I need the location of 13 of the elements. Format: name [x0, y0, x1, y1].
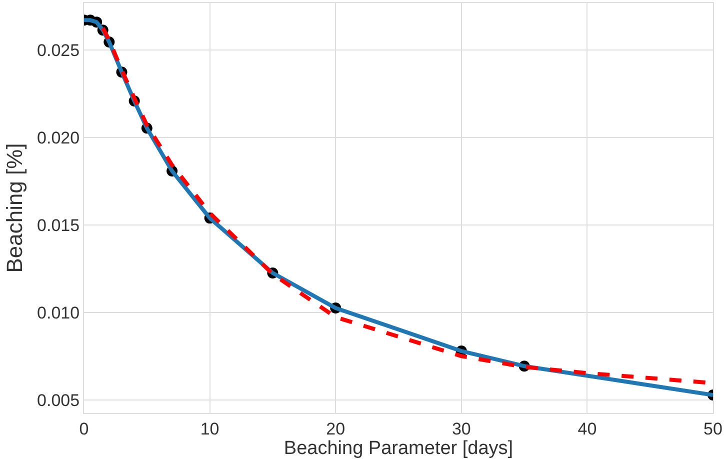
- x-tick-label: 30: [452, 419, 471, 438]
- x-tick-label: 20: [326, 419, 346, 438]
- x-tick-label: 40: [578, 419, 597, 438]
- y-tick-label: 0.005: [37, 391, 80, 410]
- y-tick-label: 0.020: [37, 128, 80, 148]
- y-tick-label: 0.015: [37, 216, 80, 236]
- x-tick-label: 10: [200, 419, 220, 438]
- x-axis-title: Beaching Parameter [days]: [284, 438, 514, 459]
- y-tick-label: 0.010: [37, 304, 80, 323]
- x-tick-label: 0: [79, 419, 89, 438]
- x-tick-label: 50: [704, 419, 722, 438]
- y-axis-title: Beaching [%]: [2, 143, 27, 273]
- y-tick-label: 0.025: [37, 41, 80, 60]
